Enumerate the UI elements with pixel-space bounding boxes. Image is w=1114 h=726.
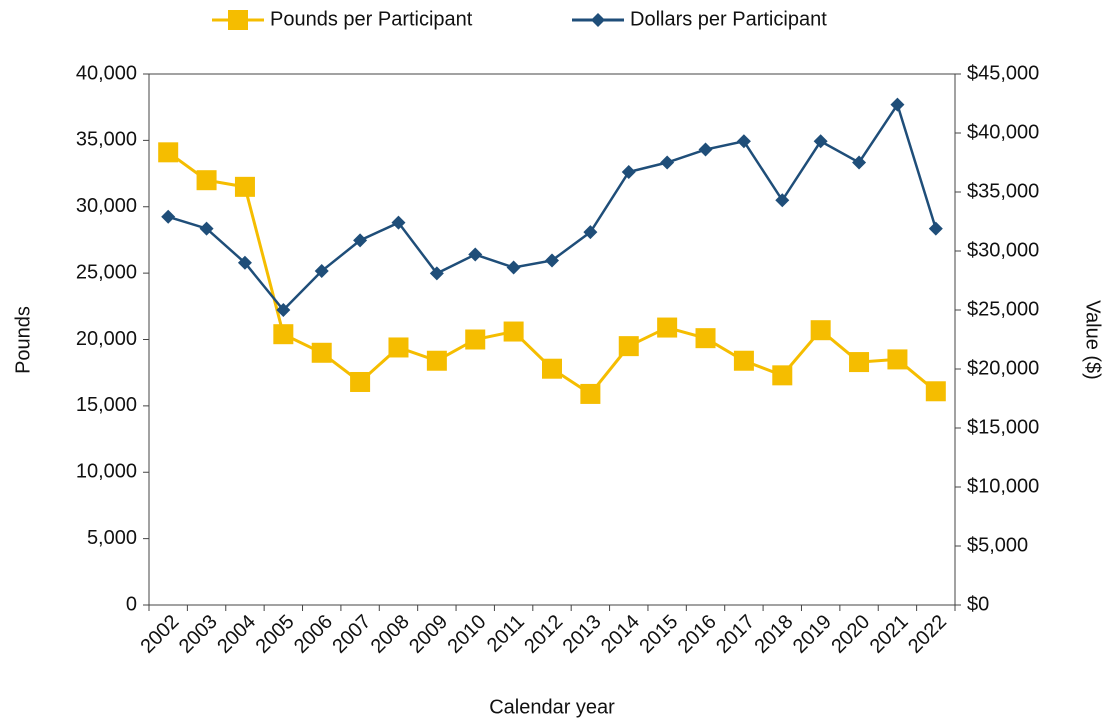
series-marker — [506, 260, 521, 275]
y-axis-label: Pounds — [12, 306, 34, 374]
series-marker — [813, 134, 828, 149]
y2-tick-label: $20,000 — [967, 357, 1039, 379]
y-tick-label: 25,000 — [76, 261, 137, 283]
x-tick-label: 2009 — [405, 611, 452, 658]
legend-marker — [591, 13, 605, 27]
series-marker — [237, 255, 252, 270]
series-marker — [849, 352, 870, 373]
series-line — [167, 151, 937, 396]
x-tick-label: 2002 — [136, 611, 183, 658]
series-marker — [583, 225, 598, 240]
x-tick-label: 2019 — [789, 611, 836, 658]
x-tick-label: 2012 — [520, 611, 567, 658]
y2-tick-label: $5,000 — [967, 534, 1028, 556]
series-marker — [426, 350, 447, 371]
y2-tick-label: $25,000 — [967, 298, 1039, 320]
legend-label: Dollars per Participant — [630, 8, 827, 30]
y2-tick-label: $15,000 — [967, 416, 1039, 438]
x-tick-label: 2005 — [252, 611, 299, 658]
x-tick-label: 2017 — [712, 611, 759, 658]
y-tick-label: 0 — [126, 593, 137, 615]
y2-tick-label: $35,000 — [967, 180, 1039, 202]
series-marker — [542, 358, 562, 379]
y-tick-label: 20,000 — [76, 328, 137, 350]
series-marker — [503, 321, 524, 342]
series-marker — [698, 142, 713, 157]
series-marker — [852, 155, 867, 170]
x-tick-label: 2016 — [674, 611, 721, 658]
x-tick-label: 2020 — [827, 611, 874, 658]
series-marker — [660, 155, 675, 170]
x-tick-label: 2013 — [559, 611, 606, 658]
x-tick-label: 2008 — [367, 611, 414, 658]
x-tick-label: 2007 — [328, 611, 375, 658]
series-marker — [580, 383, 601, 404]
series-marker — [772, 365, 793, 386]
y2-tick-label: $45,000 — [967, 62, 1039, 84]
y-tick-label: 30,000 — [76, 195, 137, 217]
series-marker — [736, 134, 751, 149]
x-tick-label: 2010 — [443, 611, 490, 658]
series-marker — [276, 303, 291, 317]
x-tick-label: 2021 — [866, 611, 913, 658]
series-marker — [429, 266, 444, 281]
y-tick-label: 15,000 — [76, 394, 137, 416]
y-tick-label: 40,000 — [76, 62, 137, 84]
y2-tick-label: $40,000 — [967, 121, 1039, 143]
series-marker — [925, 381, 946, 402]
y2-tick-label: $0 — [967, 593, 989, 615]
series-marker — [733, 350, 754, 371]
series-marker — [350, 371, 371, 392]
series-marker — [618, 336, 639, 357]
series-marker — [890, 97, 905, 112]
y2-tick-label: $30,000 — [967, 239, 1039, 261]
series-marker — [353, 233, 368, 248]
series-marker — [545, 253, 559, 268]
series-marker — [468, 247, 483, 262]
x-tick-label: 2022 — [904, 611, 951, 658]
legend-label: Pounds per Participant — [270, 8, 473, 30]
series-marker — [314, 264, 329, 279]
y-tick-label: 35,000 — [76, 129, 137, 151]
series-marker — [196, 170, 217, 191]
legend-marker — [228, 10, 248, 30]
series-marker — [391, 215, 406, 230]
x-tick-label: 2018 — [751, 611, 798, 658]
x-tick-label: 2011 — [483, 611, 529, 657]
y-tick-label: 10,000 — [76, 461, 137, 483]
series-marker — [161, 209, 176, 224]
series-marker — [775, 193, 790, 208]
series-marker — [810, 320, 831, 341]
series-marker — [273, 324, 294, 345]
series-marker — [887, 349, 908, 370]
x-tick-label: 2015 — [635, 611, 682, 658]
x-axis-label: Calendar year — [489, 696, 615, 718]
series-marker — [465, 329, 486, 350]
series-marker — [621, 164, 636, 179]
series-marker — [657, 317, 678, 338]
x-tick-label: 2014 — [597, 611, 644, 658]
series-marker — [311, 342, 332, 363]
y2-axis-label: Value ($) — [1082, 300, 1104, 380]
series-marker — [388, 337, 409, 358]
x-tick-label: 2004 — [213, 611, 260, 658]
x-tick-label: 2003 — [175, 611, 222, 658]
x-tick-label: 2006 — [290, 611, 337, 658]
series-marker — [928, 221, 943, 236]
series-marker — [695, 328, 716, 349]
series-marker — [234, 176, 255, 197]
y-tick-label: 5,000 — [87, 527, 137, 549]
y2-tick-label: $10,000 — [967, 475, 1039, 497]
series-marker — [199, 221, 214, 236]
series-marker — [158, 142, 179, 163]
